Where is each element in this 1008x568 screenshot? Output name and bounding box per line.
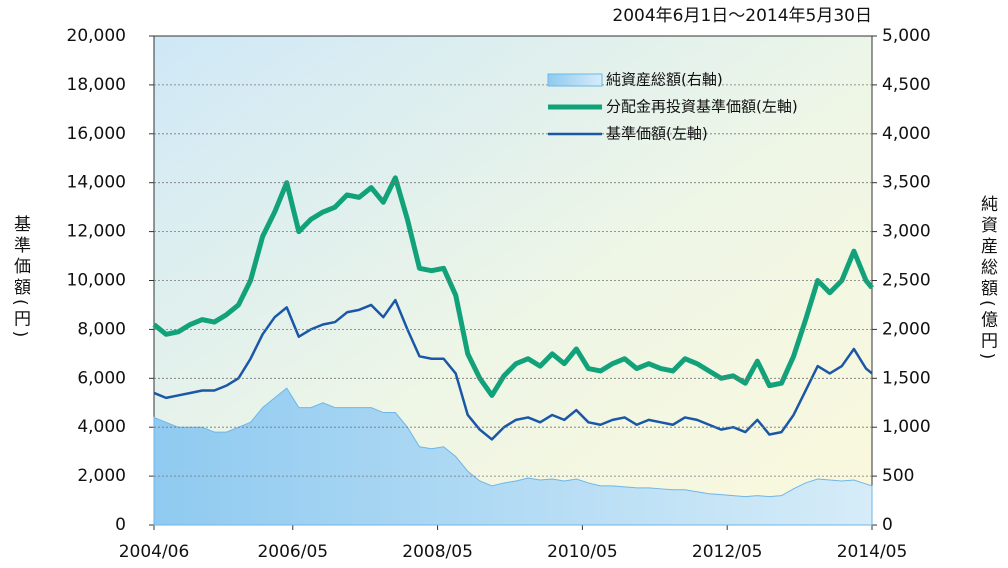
- y2-tick-label: 3,500: [882, 173, 931, 193]
- y2-tick-label: 1,500: [882, 368, 931, 388]
- y2-tick-label: 1,000: [882, 417, 931, 437]
- y-tick-label: 8,000: [77, 319, 126, 339]
- y2-tick-label: 2,500: [882, 271, 931, 291]
- legend-label: 基準価額(左軸): [606, 125, 708, 143]
- legend-label: 純資産総額(右軸): [606, 71, 723, 89]
- y-tick-label: 2,000: [77, 466, 126, 486]
- y2-tick-label: 3,000: [882, 222, 931, 242]
- y2-tick-label: 500: [882, 466, 914, 486]
- y2-tick-label: 4,500: [882, 75, 931, 95]
- y-tick-label: 0: [115, 515, 126, 535]
- y-tick-label: 6,000: [77, 368, 126, 388]
- x-tick-label: 2014/05: [837, 542, 908, 562]
- legend-label: 分配金再投資基準価額(左軸): [606, 98, 798, 116]
- y-tick-label: 18,000: [67, 75, 126, 95]
- y2-tick-label: 2,000: [882, 319, 931, 339]
- area: [153, 387, 873, 526]
- y-axis-label: 基準価額(円): [10, 215, 30, 342]
- y2-tick-label: 0: [882, 515, 893, 535]
- y-tick-label: 12,000: [67, 222, 126, 242]
- y2-axis-label: 純資産総額(億円): [977, 195, 997, 364]
- y2-tick-label: 4,000: [882, 124, 931, 144]
- line: [153, 298, 873, 441]
- y-tick-label: 20,000: [67, 26, 126, 46]
- y2-tick-label: 5,000: [882, 26, 931, 46]
- chart-title: 2004年6月1日～2014年5月30日: [612, 6, 872, 26]
- y-tick-label: 4,000: [77, 417, 126, 437]
- line: [152, 175, 874, 398]
- x-tick-label: 2004/06: [119, 542, 190, 562]
- x-tick-label: 2012/05: [692, 542, 763, 562]
- y-tick-label: 16,000: [67, 124, 126, 144]
- x-tick-label: 2006/05: [257, 542, 328, 562]
- x-tick-label: 2008/05: [402, 542, 473, 562]
- y-tick-label: 10,000: [67, 271, 126, 291]
- x-tick-label: 2010/05: [547, 542, 618, 562]
- legend-swatch: [547, 73, 603, 87]
- y-tick-label: 14,000: [67, 173, 126, 193]
